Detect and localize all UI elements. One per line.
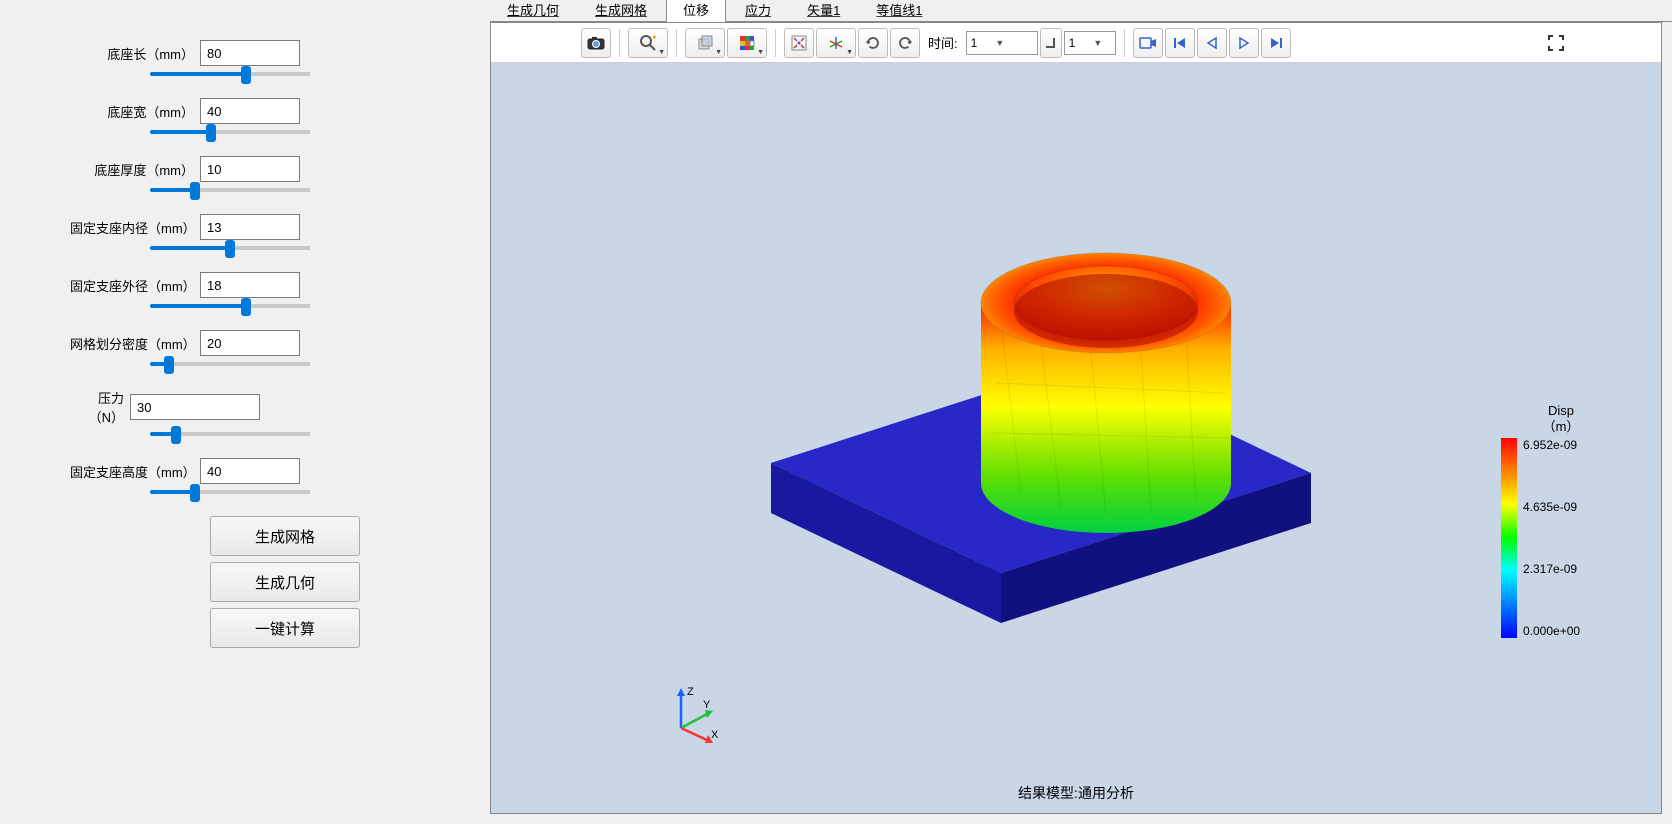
param-slider-7[interactable] — [150, 490, 310, 494]
param-slider-0[interactable] — [150, 72, 310, 76]
magnifier-icon: ✦ — [639, 34, 657, 52]
color-legend: Disp （m） 6.952e-09 4.635e-09 2.317e-09 0.00… — [1501, 403, 1621, 638]
param-input-3[interactable] — [200, 214, 300, 240]
viewer-toolbar: ✦ ▼ ▼ ▼ ▼ — [491, 23, 1661, 63]
axis-view-button[interactable]: ▼ — [816, 28, 856, 58]
viewer-frame: ✦ ▼ ▼ ▼ ▼ — [490, 22, 1662, 814]
rotate-cw-icon — [896, 34, 914, 52]
tab-4[interactable]: 矢量1 — [790, 0, 857, 21]
param-label-2: 底座厚度（mm） — [70, 160, 200, 179]
transparency-button[interactable]: ▼ — [685, 28, 725, 58]
legend-label-1: 4.635e-09 — [1523, 500, 1580, 514]
video-icon — [1139, 36, 1157, 50]
param-slider-6[interactable] — [150, 432, 310, 436]
param-slider-3[interactable] — [150, 246, 310, 250]
param-input-5[interactable] — [200, 330, 300, 356]
svg-text:Z: Z — [687, 686, 694, 698]
param-label-4: 固定支座外径（mm） — [70, 276, 200, 295]
param-input-1[interactable] — [200, 98, 300, 124]
legend-label-0: 6.952e-09 — [1523, 438, 1580, 452]
camera-icon — [587, 36, 605, 50]
play-icon — [1237, 36, 1251, 50]
rotate-cw-button[interactable] — [890, 28, 920, 58]
param-label-0: 底座长（mm） — [70, 44, 200, 63]
time-select[interactable]: 1▼ — [966, 31, 1038, 55]
param-input-6[interactable] — [130, 394, 260, 420]
param-input-4[interactable] — [200, 272, 300, 298]
time-label: 时间: — [928, 33, 958, 52]
generate-mesh-button[interactable]: 生成网格 — [210, 516, 360, 556]
snapshot-button[interactable] — [581, 28, 611, 58]
next-frame-button[interactable] — [1261, 28, 1291, 58]
time-end-button[interactable] — [1040, 28, 1062, 58]
svg-text:✦: ✦ — [651, 34, 657, 42]
param-slider-5[interactable] — [150, 362, 310, 366]
record-button[interactable] — [1133, 28, 1163, 58]
parameter-panel: 底座长（mm） 底座宽（mm） 底座厚度（mm） 固定支座内径（mm） 固定支座外径（m… — [0, 0, 490, 824]
generate-geometry-button[interactable]: 生成几何 — [210, 562, 360, 602]
param-input-7[interactable] — [200, 458, 300, 484]
fit-view-button[interactable] — [784, 28, 814, 58]
param-label-3: 固定支座内径（mm） — [70, 218, 200, 237]
axis-gizmo: Z Y X — [661, 683, 721, 743]
rotate-ccw-button[interactable] — [858, 28, 888, 58]
svg-text:X: X — [711, 729, 719, 741]
fullscreen-icon — [1548, 35, 1564, 51]
prev-frame-button[interactable] — [1197, 28, 1227, 58]
bar-icon — [1045, 37, 1057, 49]
fullscreen-button[interactable] — [1541, 28, 1571, 58]
rubik-icon — [738, 34, 756, 52]
fit-icon — [791, 35, 807, 51]
param-label-5: 网格划分密度（mm） — [70, 334, 200, 353]
param-slider-2[interactable] — [150, 188, 310, 192]
rotate-ccw-icon — [864, 34, 882, 52]
legend-label-2: 2.317e-09 — [1523, 562, 1580, 576]
skip-back-icon — [1173, 36, 1187, 50]
skip-forward-icon — [1269, 36, 1283, 50]
legend-label-3: 0.000e+00 — [1523, 624, 1580, 638]
legend-title-1: Disp — [1548, 403, 1574, 418]
fea-model — [721, 183, 1341, 663]
tab-2[interactable]: 位移 — [666, 0, 726, 22]
play-button[interactable] — [1229, 28, 1259, 58]
cube-transparent-icon — [696, 34, 714, 52]
one-click-compute-button[interactable]: 一键计算 — [210, 608, 360, 648]
param-slider-1[interactable] — [150, 130, 310, 134]
param-input-0[interactable] — [200, 40, 300, 66]
tab-0[interactable]: 生成几何 — [490, 0, 576, 21]
model-caption: 结果模型:通用分析 — [1018, 783, 1134, 803]
axis-icon — [828, 35, 844, 51]
tab-3[interactable]: 应力 — [728, 0, 788, 21]
param-label-7: 固定支座高度（mm） — [70, 462, 200, 481]
param-label-1: 底座宽（mm） — [70, 102, 200, 121]
result-tabs: 生成几何生成网格位移应力矢量1等值线1 — [490, 0, 1672, 22]
legend-bar — [1501, 438, 1517, 638]
svg-text:Y: Y — [703, 699, 711, 711]
tab-5[interactable]: 等值线1 — [859, 0, 939, 21]
play-back-icon — [1205, 36, 1219, 50]
first-frame-button[interactable] — [1165, 28, 1195, 58]
viewer-panel: 生成几何生成网格位移应力矢量1等值线1 ✦ ▼ ▼ ▼ — [490, 0, 1672, 824]
zoom-button[interactable]: ✦ ▼ — [628, 28, 668, 58]
param-input-2[interactable] — [200, 156, 300, 182]
param-slider-4[interactable] — [150, 304, 310, 308]
viewport-3d[interactable]: Z Y X Disp （m） 6.952e-09 4.635e-09 2.317e-… — [491, 63, 1661, 813]
legend-title-2: （m） — [1543, 419, 1580, 434]
param-label-6: 压力（N） — [70, 388, 130, 426]
tab-1[interactable]: 生成网格 — [578, 0, 664, 21]
color-cube-button[interactable]: ▼ — [727, 28, 767, 58]
frame-select[interactable]: 1▼ — [1064, 31, 1116, 55]
